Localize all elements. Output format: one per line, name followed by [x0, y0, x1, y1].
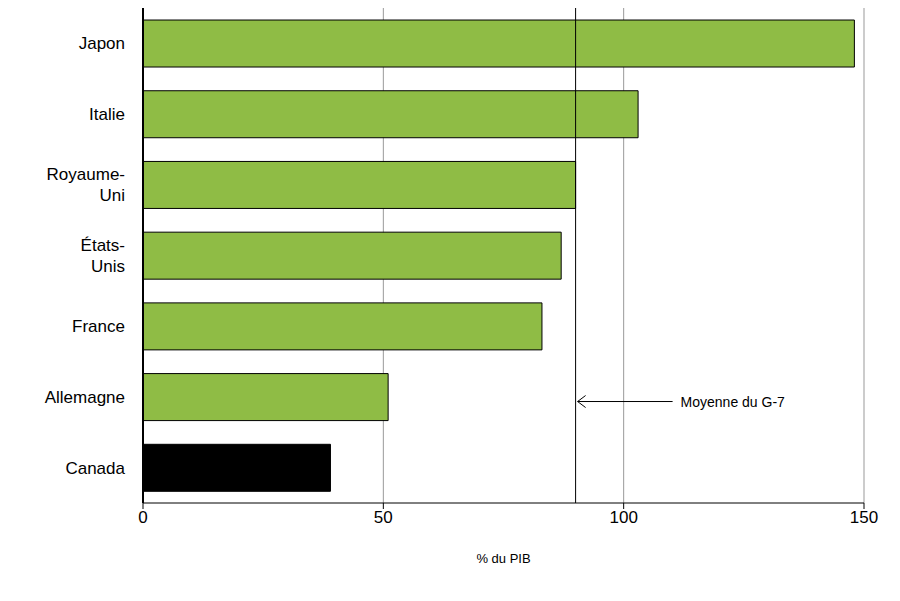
svg-text:Japon: Japon	[79, 34, 125, 53]
svg-text:150: 150	[850, 508, 878, 527]
svg-text:France: France	[72, 317, 125, 336]
svg-text:Canada: Canada	[65, 458, 125, 477]
svg-text:États-Unis: États-Unis	[81, 236, 125, 276]
svg-text:Moyenne du G-7: Moyenne du G-7	[681, 394, 785, 410]
svg-text:Italie: Italie	[89, 105, 125, 124]
svg-text:Allemagne: Allemagne	[45, 387, 125, 406]
svg-text:50: 50	[374, 508, 393, 527]
svg-text:Royaume-Uni: Royaume-Uni	[47, 165, 125, 205]
svg-text:% du PIB: % du PIB	[476, 551, 530, 566]
svg-text:0: 0	[138, 508, 147, 527]
svg-text:100: 100	[609, 508, 637, 527]
